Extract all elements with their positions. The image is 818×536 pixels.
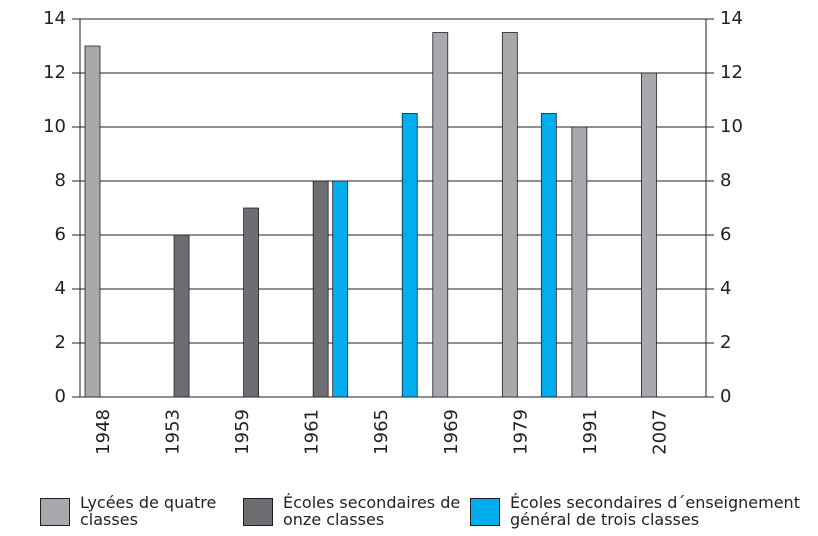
y-tick-label: 12 [43, 62, 66, 83]
bar [332, 180, 349, 398]
legend-label: Écoles secondaires d´enseignement généra… [510, 493, 800, 529]
x-tick-label: 1961 [302, 409, 323, 455]
legend-swatch [470, 498, 500, 526]
y2-tick-label: 6 [720, 224, 731, 245]
y-tick-label: 6 [55, 224, 66, 245]
bar [84, 45, 101, 398]
y2-tick-label: 0 [720, 386, 731, 407]
x-tick-label: 1959 [232, 409, 253, 455]
y-tick-label: 8 [55, 170, 66, 191]
x-tick-label: 1969 [441, 409, 462, 455]
x-tick-label: 1991 [580, 409, 601, 455]
y-tick-label: 0 [55, 386, 66, 407]
legend-swatch [40, 498, 70, 526]
legend: Lycées de quatre classes Écoles secondair… [0, 494, 818, 536]
legend-swatch [243, 498, 273, 526]
chart: 0 0 2 2 4 4 6 6 8 8 10 10 12 12 14 14 1948 1953 1959 1961 19… [43, 8, 743, 455]
y2-tick-label: 8 [720, 170, 731, 191]
x-tick-label: 1948 [93, 409, 114, 455]
legend-label: Lycées de quatre classes [80, 493, 217, 529]
x-tick-label: 1965 [371, 409, 392, 455]
bar [641, 72, 657, 398]
legend-label: Écoles secondaires de onze classes [283, 493, 461, 529]
bar [571, 126, 588, 398]
legend-item: Lycées de quatre classes [40, 494, 240, 528]
y2-tick-label: 10 [720, 116, 743, 137]
bar [312, 180, 329, 398]
bar [401, 113, 418, 398]
bar [173, 234, 190, 398]
y-tick-label: 2 [55, 332, 66, 353]
legend-item: Écoles secondaires de onze classes [243, 494, 473, 528]
y2-tick-label: 2 [720, 332, 731, 353]
y-tick-label: 10 [43, 116, 66, 137]
y-tick-label: 14 [43, 8, 66, 29]
y-tick-label: 4 [55, 278, 66, 299]
y2-tick-label: 12 [720, 62, 743, 83]
bar [501, 32, 518, 398]
x-tick-label: 1953 [163, 409, 184, 455]
y2-tick-label: 14 [720, 8, 743, 29]
bar [540, 113, 557, 398]
bar [243, 207, 260, 398]
y2-tick-label: 4 [720, 278, 731, 299]
x-tick-label: 1979 [510, 409, 531, 455]
bar [432, 32, 449, 398]
legend-item: Écoles secondaires d´enseignement généra… [470, 494, 818, 528]
x-tick-label: 2007 [649, 409, 670, 455]
